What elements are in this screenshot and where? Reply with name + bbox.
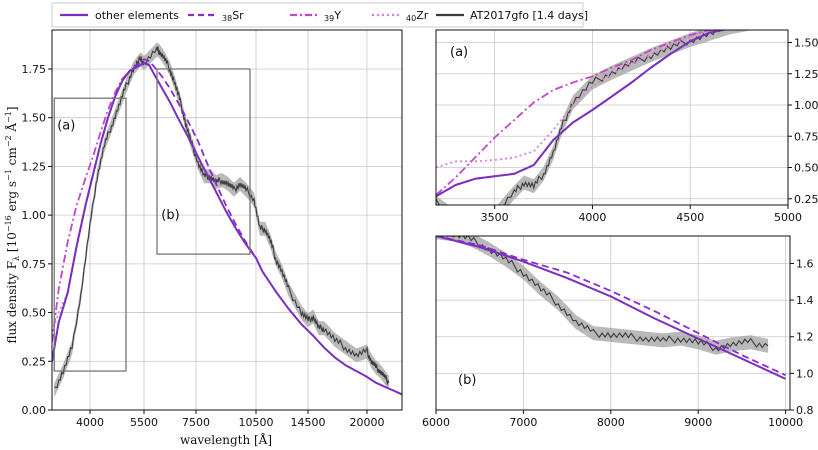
y-axis-label-exp4: −1 — [4, 111, 13, 123]
legend-zr-name: Zr — [416, 9, 429, 22]
y-axis-label-text: flux density F — [5, 261, 19, 344]
legend-entry-y: 39Y — [290, 9, 341, 23]
legend-entry-other-elements: other elements — [60, 9, 179, 22]
x-tick-label: 10000 — [768, 416, 803, 429]
series-line-other-elements — [436, 236, 787, 380]
x-tick-label: 7000 — [509, 416, 537, 429]
zoom-box-a — [53, 97, 127, 372]
x-tick-label: 8000 — [597, 416, 625, 429]
y-tick-label: 0.8 — [796, 404, 814, 417]
inset-b-frame — [435, 235, 791, 411]
y-tick-label: 1.25 — [794, 68, 818, 81]
y-axis-label-exp3: −2 — [4, 135, 13, 147]
legend-sr-name: Sr — [232, 9, 244, 22]
annotation-b: (b) — [161, 208, 179, 223]
y-tick-label: 0.75 — [22, 258, 47, 271]
inset-a-frame — [435, 29, 789, 206]
main-panel: 4000 5500 7500 10500 14500 20000 0.00 0.25 0.50 0… — [22, 29, 403, 429]
legend-y-sub: 39 — [324, 14, 334, 23]
zoom-box-b — [156, 68, 251, 255]
y-tick-label: 1.25 — [22, 160, 47, 173]
legend-label-zr: 40Zr — [406, 9, 429, 23]
legend-sr-sub: 38 — [222, 14, 232, 23]
y-axis-label-exp1: −16 — [4, 215, 13, 232]
y-tick-label: 0.75 — [794, 130, 818, 143]
x-axis-label: wavelength [Å] — [180, 432, 272, 447]
annotation-a: (a) — [57, 118, 75, 133]
y-tick-label: 1.00 — [794, 99, 818, 112]
series-line-39y — [436, 30, 717, 196]
y-axis-label-close: ] — [5, 106, 19, 111]
legend-entry-sr: 38Sr — [188, 9, 244, 23]
legend-zr-sub: 40 — [406, 14, 416, 23]
legend: other elements 38Sr 39Y 40Zr AT2017gfo [… — [51, 2, 588, 28]
legend-label-at2017gfo: AT2017gfo [1.4 days] — [470, 9, 588, 22]
y-tick-label: 0.50 — [794, 162, 818, 175]
inset-a-grid — [436, 30, 789, 205]
inset-a-series — [436, 30, 749, 205]
inset-a-panel: 3500 4000 4500 5000 0.25 0.50 0.75 1.00 1.25 1.50… — [435, 29, 818, 224]
y-tick-label: 0.25 — [794, 193, 818, 206]
x-tick-label: 10500 — [239, 416, 274, 429]
series-band-at2017gfo — [436, 236, 769, 355]
x-tick-label: 14500 — [291, 416, 326, 429]
legend-label-other-elements: other elements — [95, 9, 179, 22]
legend-label-y: 39Y — [324, 9, 341, 23]
legend-label-sr: 38Sr — [222, 9, 244, 23]
series-line-at2017gfo — [54, 46, 390, 389]
x-tick-label: 9000 — [684, 416, 712, 429]
y-axis-label-cm: cm — [5, 147, 19, 170]
inset-b-label: (b) — [458, 373, 476, 388]
y-tick-label: 1.50 — [794, 37, 818, 50]
y-tick-label: 1.00 — [22, 209, 47, 222]
x-tick-label: 7500 — [182, 416, 210, 429]
series-line-39y — [52, 62, 150, 342]
inset-b-grid — [435, 236, 790, 411]
inset-a-label: (a) — [450, 45, 468, 60]
series-band-at2017gfo — [54, 42, 389, 398]
legend-entry-zr: 40Zr — [372, 9, 429, 23]
y-tick-label: 1.6 — [796, 257, 814, 270]
x-tick-label: 4000 — [76, 416, 104, 429]
y-tick-label: 0.00 — [22, 404, 47, 417]
y-tick-label: 1.4 — [796, 294, 814, 307]
y-axis-label-sub: λ — [12, 256, 21, 261]
x-tick-label: 4500 — [676, 211, 704, 224]
y-tick-label: 1.0 — [796, 367, 814, 380]
series-line-38sr — [436, 236, 786, 377]
x-tick-label: 6000 — [422, 416, 450, 429]
x-tick-label: 5500 — [130, 416, 158, 429]
y-tick-label: 0.50 — [22, 307, 47, 320]
series-line-other-elements — [52, 62, 402, 396]
y-axis-label-erg: erg s — [5, 181, 19, 215]
x-tick-label: 3500 — [481, 211, 509, 224]
y-axis-label-exp2: −1 — [4, 169, 13, 181]
series-line-other-elements — [436, 30, 729, 198]
main-series — [52, 42, 402, 398]
legend-y-name: Y — [333, 9, 341, 22]
series-line-at2017gfo — [440, 236, 769, 352]
inset-b-series — [436, 236, 787, 380]
series-line-40zr — [436, 30, 711, 169]
x-tick-label: 4000 — [578, 211, 606, 224]
y-tick-label: 1.50 — [22, 112, 47, 125]
main-frame — [51, 29, 403, 411]
y-axis-label: flux density Fλ [10−16 erg s−1 cm−2 Å−1] — [4, 106, 21, 343]
y-axis-label-units: [10 — [5, 232, 19, 256]
y-axis-label-ang: Å — [4, 123, 19, 136]
x-tick-label: 5000 — [774, 211, 802, 224]
y-tick-label: 0.25 — [22, 355, 47, 368]
x-tick-label: 20000 — [350, 416, 385, 429]
y-tick-label: 1.75 — [22, 63, 47, 76]
y-tick-label: 1.2 — [796, 331, 814, 344]
legend-frame — [51, 2, 584, 28]
legend-entry-at2017gfo: AT2017gfo [1.4 days] — [436, 9, 588, 22]
